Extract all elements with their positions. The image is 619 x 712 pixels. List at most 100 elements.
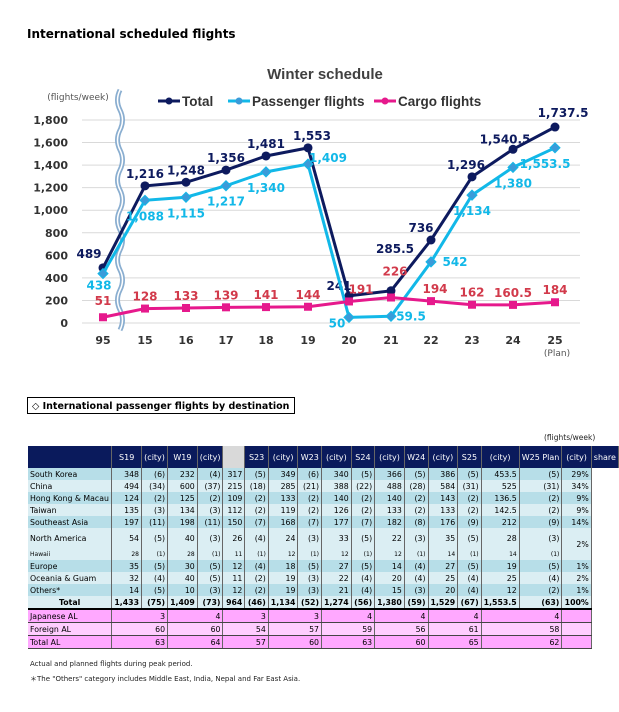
table-cell: 340 <box>321 468 352 480</box>
column-header: S25 <box>457 446 482 468</box>
data-point <box>508 144 518 154</box>
table-cell: 57 <box>222 635 269 649</box>
data-point <box>182 304 190 313</box>
table-cell: (18) <box>244 480 269 492</box>
table-cell: 19 <box>268 584 299 596</box>
table-cell: (1) <box>141 548 169 560</box>
share-cell-empty <box>561 622 592 636</box>
table-cell: 133 <box>268 492 299 504</box>
data-label: 1,115 <box>167 206 205 220</box>
x-tick-label: 17 <box>218 334 233 347</box>
row-label: Taiwan <box>28 504 113 516</box>
data-label: 1,340 <box>247 181 285 195</box>
table-cell: 177 <box>321 516 352 528</box>
data-point <box>507 161 519 174</box>
table-cell: 317 <box>222 468 246 480</box>
table-cell: (2) <box>351 492 376 504</box>
table-cell: (5) <box>297 560 323 572</box>
data-point <box>221 165 231 175</box>
data-label: 160.5 <box>494 286 532 300</box>
row-label: Total AL <box>28 635 113 649</box>
airline-row: Foreign AL 60 60 54 57 59 56 61 58 <box>28 622 619 636</box>
row-label: Foreign AL <box>28 622 113 636</box>
axis-break-icon <box>116 89 124 331</box>
data-label: 736 <box>408 221 433 235</box>
table-cell: 100% <box>561 596 592 610</box>
data-point <box>427 297 435 306</box>
data-label: 191 <box>348 282 373 296</box>
x-tick-label: 16 <box>178 334 194 347</box>
row-label: Southeast Asia <box>28 516 113 528</box>
header-row: S19 (city) W19 (city) S23 (city) W23 (city) S24(… <box>28 446 619 468</box>
row-label: Others* <box>28 584 113 596</box>
table-cell: 600 <box>167 480 198 492</box>
table-cell: (31) <box>519 480 563 492</box>
table-cell: 10 <box>167 584 198 596</box>
column-header: S23 <box>244 446 269 468</box>
y-tick-label: 800 <box>45 227 68 240</box>
table-cell: (28) <box>404 480 429 492</box>
table-cell: (3) <box>297 528 323 548</box>
table-row: Others* 14 (5) 10 (3) 12 (2) 19 (3) 21 (4) 15 (3) 20(… <box>28 584 619 596</box>
data-point <box>343 311 355 324</box>
legend-marker <box>235 97 243 105</box>
table-cell: 60 <box>374 635 429 649</box>
data-label: 128 <box>132 290 157 304</box>
table-cell: 19 <box>268 572 299 584</box>
table-cell: (4) <box>404 560 429 572</box>
column-header: share <box>591 446 619 468</box>
airline-row: Total AL 63 64 57 60 63 60 65 62 <box>28 635 619 649</box>
table-cell: (2) <box>297 504 323 516</box>
table-cell: 12 <box>268 548 299 560</box>
data-label: 1,296 <box>447 158 485 172</box>
table-cell: 22 <box>321 572 352 584</box>
table-cell: (2) <box>244 504 269 516</box>
table-cell: (4) <box>197 468 224 480</box>
table-cell: 4 <box>374 609 429 623</box>
table-cell: (3) <box>197 528 224 548</box>
column-header: W23 <box>297 446 323 468</box>
data-label: 489 <box>76 247 101 261</box>
chart-title: Winter schedule <box>267 66 383 83</box>
table-cell: 12 <box>222 560 246 572</box>
column-header: (city) <box>374 446 405 468</box>
table-cell: (2) <box>404 504 429 516</box>
row-label: Japanese AL <box>28 609 113 623</box>
data-label: 226 <box>382 265 407 279</box>
table-cell: (22) <box>351 480 376 492</box>
data-point <box>467 172 477 182</box>
table-row: Taiwan 135 (3) 134 (3) 112 (2) 119 (2) 126 (2) 133(… <box>28 504 619 516</box>
table-cell: 9% <box>561 504 592 516</box>
data-point <box>345 297 353 306</box>
data-label: 1,356 <box>207 151 245 165</box>
table-row: China 494 (34) 600 (37) 215 (18) 285 (21) 388 (22)… <box>28 480 619 492</box>
table-cell: 28 <box>167 548 198 560</box>
data-point <box>181 177 191 187</box>
x-tick-label: 15 <box>137 334 152 347</box>
table-cell: (5) <box>141 584 169 596</box>
table-cell: (6) <box>297 468 323 480</box>
table-cell: 26 <box>222 528 246 548</box>
data-point <box>549 142 561 154</box>
table-cell: (2) <box>457 504 482 516</box>
table-cell: 11 <box>222 548 246 560</box>
table-cell: 40 <box>167 528 198 548</box>
table-cell: (2) <box>244 584 269 596</box>
column-header: (city) <box>428 446 459 468</box>
table-cell: 134 <box>167 504 198 516</box>
data-label: 184 <box>542 283 567 297</box>
x-axis-plan-label: (Plan) <box>544 349 570 359</box>
table-cell: (2) <box>297 492 323 504</box>
table-cell: 168 <box>268 516 299 528</box>
y-tick-label: 1,200 <box>33 182 68 195</box>
table-cell: 60 <box>268 635 323 649</box>
table-cell: 14 <box>481 548 520 560</box>
table-cell: 12 <box>222 584 246 596</box>
table-cell: 386 <box>428 468 459 480</box>
share-cell-empty <box>561 635 592 649</box>
table-cell: 2% <box>561 528 592 560</box>
table-cell: (9) <box>457 516 482 528</box>
table-cell: (7) <box>297 516 323 528</box>
legend-label: Cargo flights <box>398 94 481 109</box>
table-row: North America 54 (5) 40 (3) 26 (4) 24 (3) 33 (5) 22… <box>28 528 619 560</box>
